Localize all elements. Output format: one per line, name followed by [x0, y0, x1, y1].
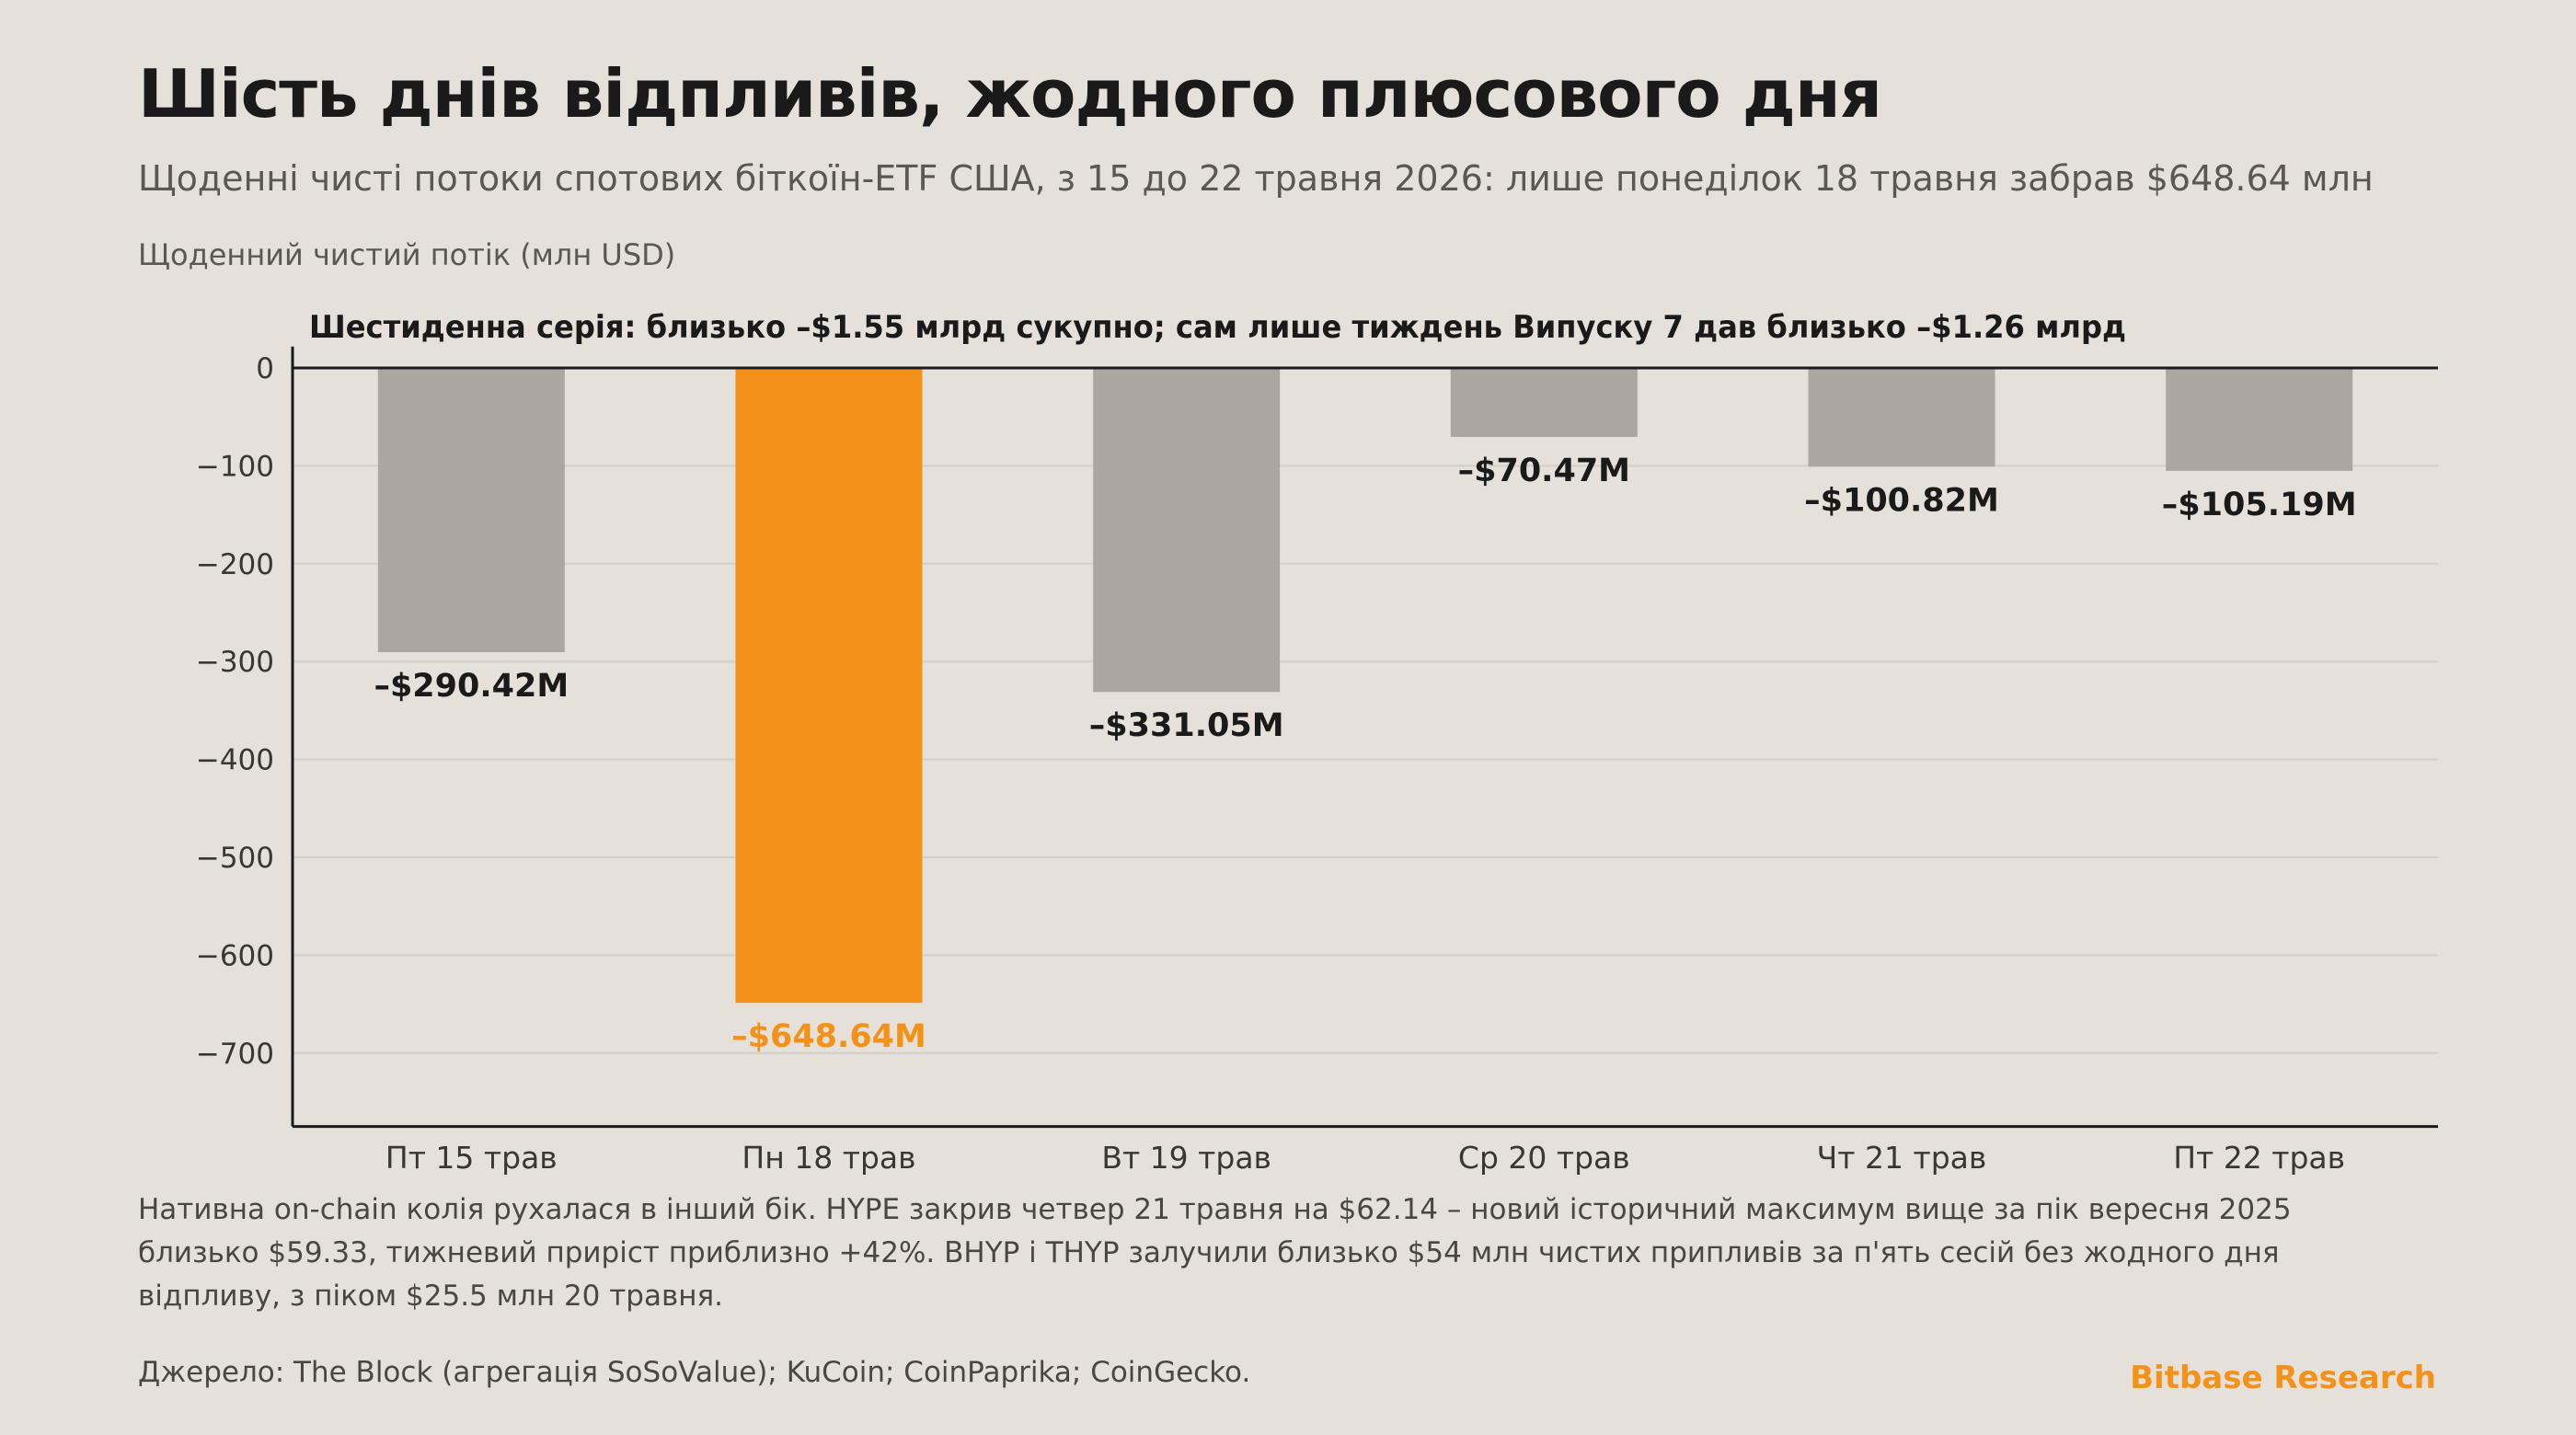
bar	[1093, 368, 1281, 693]
footnote: Нативна on-chain колія рухалася в інший …	[138, 1193, 2292, 1313]
y-tick-label: −100	[196, 450, 274, 483]
x-tick-label: Пт 15 трав	[385, 1140, 558, 1176]
chart-subtitle: Щоденні чисті потоки спотових біткоїн-ET…	[138, 158, 2374, 199]
x-tick-label: Пн 18 трав	[742, 1140, 915, 1176]
bar	[735, 368, 923, 1004]
x-tick-label: Чт 21 трав	[1817, 1140, 1987, 1176]
chart-title: Шість днів відпливів, жодного плюсового …	[138, 55, 1882, 132]
data-label: –$331.05M	[1089, 707, 1284, 744]
data-label: –$290.42M	[374, 668, 569, 705]
x-tick-label: Ср 20 трав	[1458, 1140, 1630, 1176]
data-label: –$70.47M	[1458, 453, 1630, 489]
y-tick-label: −600	[196, 939, 274, 972]
bar	[1450, 368, 1638, 437]
x-tick-label: Пт 22 трав	[2173, 1140, 2345, 1176]
y-tick-label: −700	[196, 1038, 274, 1071]
y-tick-label: −300	[196, 646, 274, 679]
data-label: –$648.64M	[731, 1018, 926, 1055]
data-label: –$100.82M	[1804, 482, 1999, 519]
bar	[1808, 368, 1995, 467]
x-tick-label: Вт 19 трав	[1101, 1140, 1271, 1176]
brand-logo-text: Bitbase Research	[2130, 1360, 2436, 1396]
bar	[2166, 368, 2353, 471]
bar	[377, 368, 565, 653]
y-tick-label: −400	[196, 744, 274, 777]
source-line: Джерело: The Block (агрегація SoSoValue)…	[138, 1356, 1251, 1389]
y-tick-label: 0	[256, 352, 274, 385]
chart-annotation: Шестиденна серія: близько –$1.55 млрд су…	[309, 309, 2126, 346]
y-tick-label: −500	[196, 842, 274, 875]
y-tick-label: −200	[196, 548, 274, 581]
y-axis-label: Щоденний чистий потік (млн USD)	[138, 237, 676, 272]
data-label: –$105.19M	[2162, 487, 2357, 523]
